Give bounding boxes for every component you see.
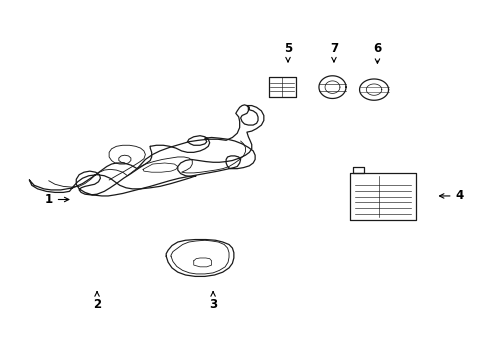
Polygon shape — [76, 136, 255, 196]
Text: 1: 1 — [44, 193, 69, 206]
Text: 5: 5 — [284, 42, 291, 62]
Text: 6: 6 — [372, 42, 381, 63]
Polygon shape — [352, 167, 364, 173]
Polygon shape — [349, 173, 415, 220]
Text: 3: 3 — [208, 292, 217, 311]
Text: 2: 2 — [93, 292, 101, 311]
Polygon shape — [29, 105, 264, 192]
Text: 4: 4 — [439, 189, 463, 202]
Polygon shape — [268, 77, 295, 97]
Polygon shape — [166, 239, 233, 276]
Text: 7: 7 — [329, 42, 337, 62]
